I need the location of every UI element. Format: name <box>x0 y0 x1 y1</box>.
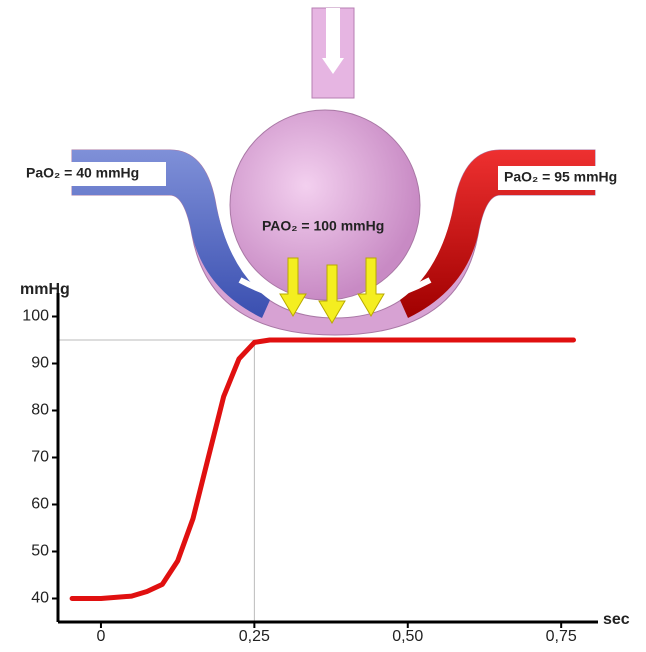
figure: PaO₂ = 40 mmHg PAO₂ = 100 mmHg PaO₂ = 95… <box>0 0 646 652</box>
y-tick-label: 60 <box>31 496 49 513</box>
page: {"chart_data": {"type": "line", "annotat… <box>0 0 646 652</box>
y-tick-label: 100 <box>22 308 49 325</box>
x-tick-label: 0,25 <box>239 628 270 645</box>
x-tick-label: 0,50 <box>392 628 423 645</box>
y-tick-label: 70 <box>31 449 49 466</box>
data-line <box>72 340 573 599</box>
y-tick-label: 50 <box>31 543 49 560</box>
x-axis-label: sec <box>603 611 630 628</box>
annotation: PAO₂ = 100 mmHg <box>262 218 384 234</box>
airway-lumen <box>326 8 340 63</box>
y-tick-label: 80 <box>31 402 49 419</box>
y-tick-label: 90 <box>31 355 49 372</box>
annotation: PaO₂ = 40 mmHg <box>26 165 139 181</box>
annotation: PaO₂ = 95 mmHg <box>504 169 617 185</box>
x-tick-label: 0,75 <box>546 628 577 645</box>
y-axis-label: mmHg <box>20 281 70 298</box>
alveolus <box>230 110 420 300</box>
x-tick-label: 0 <box>97 628 106 645</box>
alveolus-diagram: PaO₂ = 40 mmHg PAO₂ = 100 mmHg PaO₂ = 95… <box>22 8 644 335</box>
y-tick-label: 40 <box>31 590 49 607</box>
